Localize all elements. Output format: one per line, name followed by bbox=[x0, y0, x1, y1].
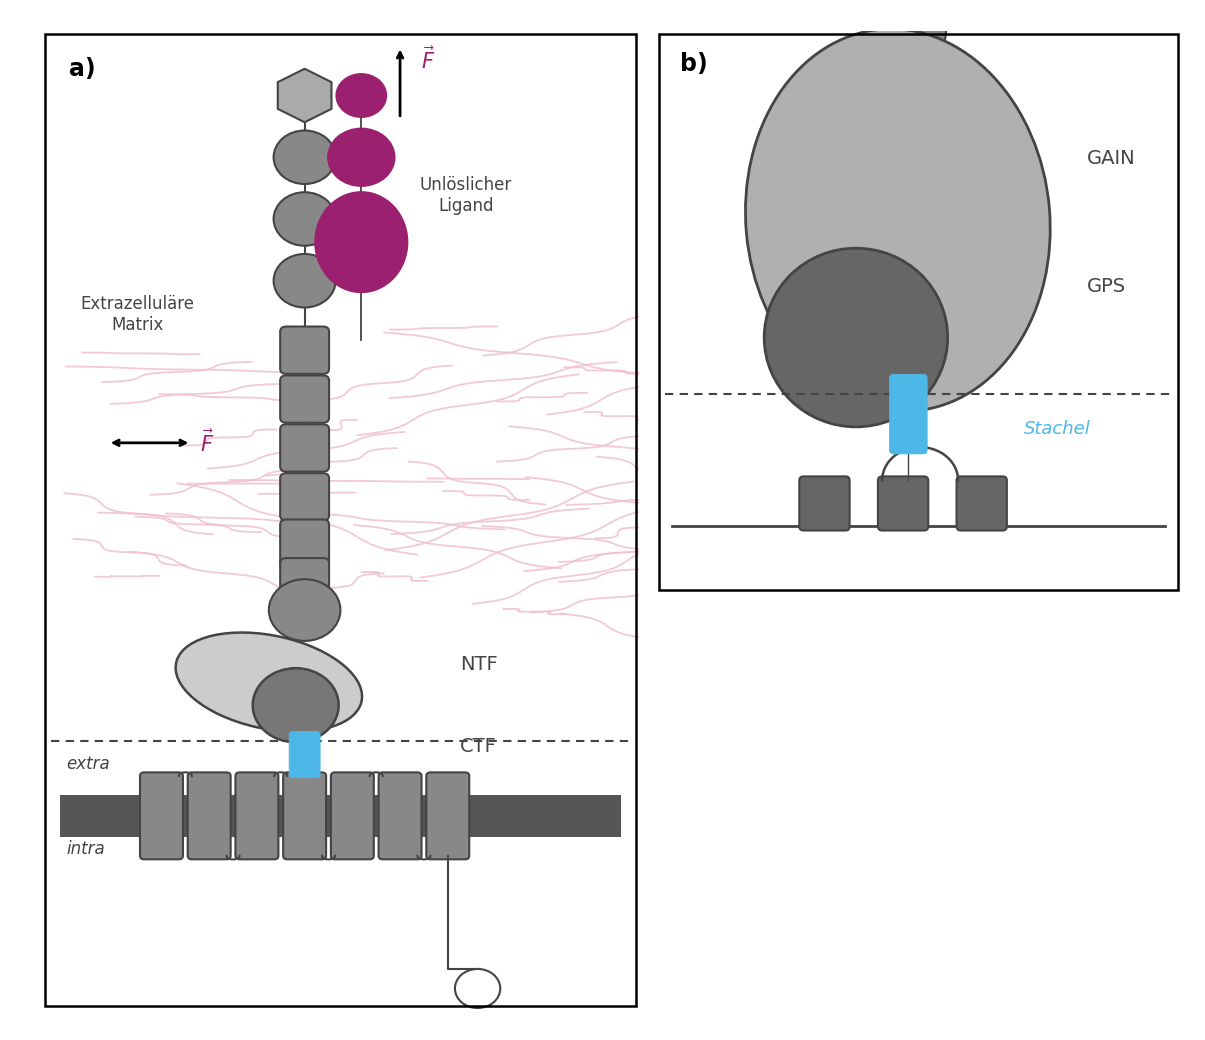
Text: Extrazelluläre
Matrix: Extrazelluläre Matrix bbox=[81, 294, 195, 334]
FancyBboxPatch shape bbox=[427, 773, 469, 859]
Circle shape bbox=[764, 249, 947, 426]
Ellipse shape bbox=[176, 632, 362, 731]
Text: $\vec{F}$: $\vec{F}$ bbox=[421, 47, 435, 74]
FancyBboxPatch shape bbox=[140, 773, 183, 859]
Bar bbox=[60, 795, 621, 837]
Text: Unlöslicher
Ligand: Unlöslicher Ligand bbox=[419, 177, 512, 215]
Circle shape bbox=[336, 74, 387, 118]
FancyBboxPatch shape bbox=[889, 374, 927, 453]
Text: $\vec{F}$: $\vec{F}$ bbox=[200, 430, 214, 457]
Circle shape bbox=[253, 668, 339, 743]
FancyBboxPatch shape bbox=[878, 476, 928, 530]
Ellipse shape bbox=[315, 192, 407, 292]
FancyBboxPatch shape bbox=[281, 375, 329, 422]
FancyBboxPatch shape bbox=[331, 773, 374, 859]
FancyBboxPatch shape bbox=[957, 476, 1007, 530]
Text: NTF: NTF bbox=[460, 654, 498, 674]
Text: GPS: GPS bbox=[1087, 277, 1125, 296]
FancyBboxPatch shape bbox=[281, 424, 329, 471]
Text: CTF: CTF bbox=[460, 737, 496, 756]
FancyBboxPatch shape bbox=[281, 327, 329, 373]
Circle shape bbox=[328, 129, 395, 186]
Text: TMD: TMD bbox=[501, 807, 545, 825]
FancyBboxPatch shape bbox=[799, 476, 850, 530]
Text: Stachel: Stachel bbox=[1024, 420, 1091, 439]
Text: a): a) bbox=[69, 57, 95, 81]
Circle shape bbox=[269, 579, 341, 641]
Ellipse shape bbox=[746, 29, 1051, 411]
FancyBboxPatch shape bbox=[281, 520, 329, 567]
FancyBboxPatch shape bbox=[235, 773, 278, 859]
FancyBboxPatch shape bbox=[281, 558, 329, 605]
Text: b): b) bbox=[681, 52, 709, 76]
Circle shape bbox=[274, 130, 336, 184]
FancyBboxPatch shape bbox=[378, 773, 422, 859]
Text: extra: extra bbox=[66, 755, 110, 774]
FancyBboxPatch shape bbox=[283, 773, 327, 859]
FancyBboxPatch shape bbox=[281, 473, 329, 520]
FancyBboxPatch shape bbox=[289, 731, 321, 778]
Text: intra: intra bbox=[66, 840, 105, 858]
Circle shape bbox=[274, 254, 336, 308]
Circle shape bbox=[870, 0, 946, 68]
Text: GAIN: GAIN bbox=[1087, 150, 1135, 168]
Circle shape bbox=[274, 192, 336, 245]
FancyBboxPatch shape bbox=[188, 773, 230, 859]
